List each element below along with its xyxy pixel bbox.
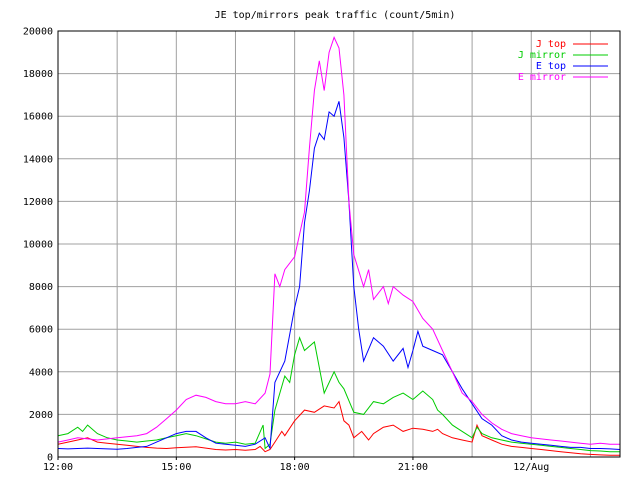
x-tick-label: 12/Aug: [513, 462, 549, 473]
y-tick-label: 20000: [23, 27, 53, 38]
y-tick-label: 16000: [23, 112, 53, 123]
legend-label: E top: [536, 61, 566, 72]
x-tick-label: 12:00: [43, 462, 73, 473]
y-tick-label: 10000: [23, 240, 53, 251]
y-tick-label: 6000: [29, 325, 53, 336]
series-line-j-top: [57, 400, 620, 456]
series-line-j-mirror: [57, 336, 620, 453]
x-tick-label: 18:00: [280, 462, 310, 473]
x-tick-label: 15:00: [161, 462, 191, 473]
y-tick-label: 12000: [23, 197, 53, 208]
x-tick-label: 21:00: [398, 462, 428, 473]
plot-frame: [57, 30, 621, 458]
legend-label: E mirror: [518, 72, 566, 83]
y-tick-label: 2000: [29, 410, 53, 421]
series-line-e-mirror: [57, 36, 620, 445]
y-tick-label: 18000: [23, 69, 53, 80]
axis-labels: 0 2000 4000 6000 8000 10000 12000 14000 16000 180…: [23, 27, 549, 474]
series-line-e-top: [57, 101, 621, 450]
y-tick-label: 8000: [29, 282, 53, 293]
y-tick-label: 4000: [29, 367, 53, 378]
legend-label: J top: [536, 39, 566, 50]
series-layer: [57, 36, 621, 456]
y-tick-label: 14000: [23, 154, 53, 165]
chart-title: JE top/mirrors peak traffic (count/5min): [215, 10, 456, 21]
legend-label: J mirror: [518, 50, 566, 61]
y-tick-label: 0: [47, 453, 53, 464]
